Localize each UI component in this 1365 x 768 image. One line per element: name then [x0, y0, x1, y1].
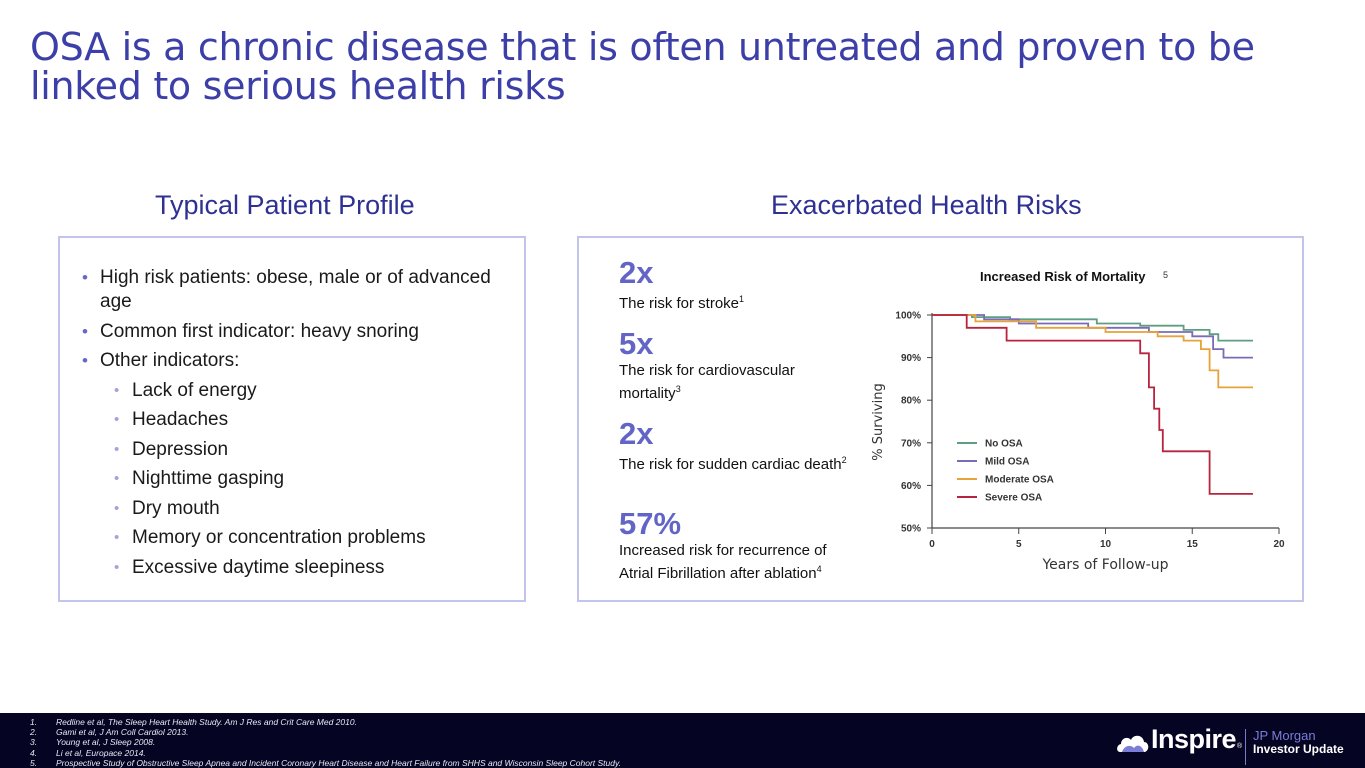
risks-heading: Exacerbated Health Risks	[771, 190, 1082, 220]
x-tick-label: 0	[929, 539, 935, 550]
stat-cardiac-death: 2x The risk for sudden cardiac death2	[619, 417, 879, 474]
stat-ref: 3	[675, 384, 681, 394]
patient-profile-panel: High risk patients: obese, male or of ad…	[58, 236, 526, 602]
registered-mark: ®	[1237, 743, 1243, 750]
chart-title-ref: 5	[1163, 270, 1168, 280]
series-line-no-osa	[932, 314, 1253, 342]
reference-item: 2. Gami et al, J Am Coll Cardiol 2013.	[30, 727, 189, 738]
list-item: Dry mouth	[100, 497, 520, 521]
list-item-label: Other indicators:	[100, 350, 240, 371]
profile-list: High risk patients: obese, male or of ad…	[80, 266, 520, 586]
y-tick-label: 70%	[901, 438, 921, 449]
stat-ref: 4	[816, 564, 822, 574]
series-line-mild-osa	[932, 314, 1253, 359]
list-item: Headaches	[100, 408, 520, 432]
y-tick-label: 80%	[901, 396, 921, 407]
x-tick-label: 20	[1273, 539, 1285, 550]
profile-heading: Typical Patient Profile	[155, 190, 415, 220]
stat-value: 2x	[619, 416, 654, 451]
x-tick-label: 5	[1016, 539, 1022, 550]
y-axis-label: % Surviving	[871, 383, 886, 460]
mortality-chart: Increased Risk of Mortality 5 50% 60% 70% 80%…	[871, 269, 1285, 573]
stat-stroke: 2x The risk for stroke1	[619, 256, 879, 313]
tagline-secondary: Investor Update	[1253, 742, 1344, 756]
y-tick-label: 90%	[901, 353, 921, 364]
legend-entry: No OSA	[985, 439, 1023, 450]
stat-ref: 1	[739, 294, 745, 304]
tagline-primary: JP Morgan	[1253, 728, 1316, 743]
indicator-list: Lack of energy Headaches Depression Nigh…	[100, 379, 520, 581]
stat-value: 5x	[619, 326, 654, 361]
list-item: High risk patients: obese, male or of ad…	[80, 266, 520, 314]
reference-item: 4. Li et al, Europace 2014.	[30, 747, 146, 758]
list-item: Other indicators: Lack of energy Headach…	[80, 349, 520, 580]
x-axis-label: Years of Follow-up	[1041, 557, 1168, 573]
reference-item: 3. Young et al, J Sleep 2008.	[30, 737, 156, 748]
chart-title: Increased Risk of Mortality	[980, 269, 1146, 284]
list-item: Memory or concentration problems	[100, 526, 520, 550]
stat-value: 57%	[619, 506, 682, 541]
legend-entry: Mild OSA	[985, 457, 1029, 468]
brand-logo-text: Inspire	[1151, 724, 1237, 754]
legend-entry: Moderate OSA	[985, 475, 1054, 486]
logo-divider	[1245, 729, 1246, 765]
references-list: 1. Redline et al, The Sleep Heart Health …	[30, 717, 621, 768]
slide-title: OSA is a chronic disease that is often u…	[30, 25, 1255, 108]
x-tick-label: 15	[1187, 539, 1199, 550]
stat-cardiovascular: 5x The risk for cardiovascular mortality…	[619, 327, 879, 403]
y-tick-label: 60%	[901, 481, 921, 492]
list-item: Depression	[100, 438, 520, 462]
x-tick-label: 10	[1100, 539, 1112, 550]
stat-text: The risk for stroke1	[619, 294, 745, 312]
series-line-severe-osa	[932, 314, 1253, 495]
stat-text: The risk for sudden cardiac death2	[619, 455, 847, 473]
list-item: Excessive daytime sleepiness	[100, 556, 520, 580]
list-item: Common first indicator: heavy snoring	[80, 320, 520, 344]
stat-value: 2x	[619, 255, 654, 290]
y-tick-label: 50%	[901, 524, 921, 535]
cloud-icon	[1117, 735, 1149, 752]
y-tick-label: 100%	[895, 311, 921, 322]
stat-text: The risk for cardiovascular mortality3	[619, 362, 795, 402]
health-risks-panel: 2x The risk for stroke1 5x The risk for …	[577, 236, 1304, 602]
stat-text: Increased risk for recurrence of Atrial …	[619, 542, 827, 582]
series-line-moderate-osa	[932, 314, 1253, 389]
list-item: Lack of energy	[100, 379, 520, 403]
legend-entry: Severe OSA	[985, 493, 1042, 504]
reference-item: 5. Prospective Study of Obstructive Sleep…	[30, 757, 621, 768]
list-item: Nighttime gasping	[100, 467, 520, 491]
stat-afib: 57% Increased risk for recurrence of Atr…	[619, 507, 879, 583]
reference-item: 1. Redline et al, The Sleep Heart Health …	[30, 717, 357, 727]
footer-bar: 1. Redline et al, The Sleep Heart Health …	[0, 713, 1365, 768]
stat-ref: 2	[841, 455, 847, 465]
